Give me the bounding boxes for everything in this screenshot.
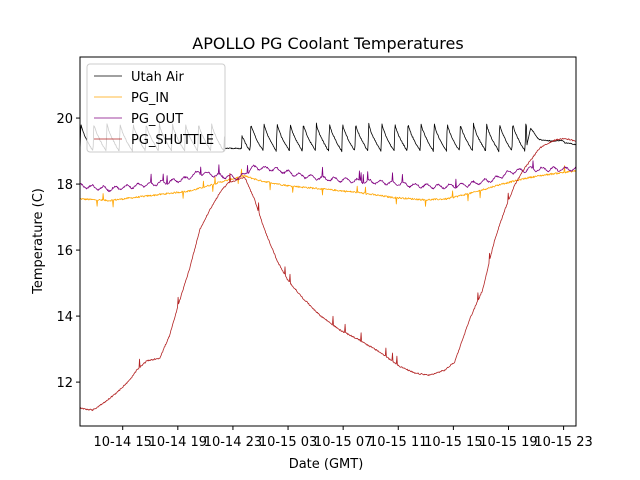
y-tick-label: 14 bbox=[56, 310, 73, 325]
x-tick-label: 10-15 07 bbox=[314, 435, 372, 450]
y-tick-label: 12 bbox=[56, 376, 73, 391]
chart-title: APOLLO PG Coolant Temperatures bbox=[192, 34, 463, 53]
axes-frame bbox=[79, 56, 577, 427]
y-axis-label: Temperature (C) bbox=[31, 188, 46, 295]
legend-label: PG_SHUTTLE bbox=[131, 133, 214, 148]
x-tick-label: 10-15 23 bbox=[534, 435, 592, 450]
x-axis-label: Date (GMT) bbox=[289, 457, 364, 472]
y-axis: 12 14 16 18 20 bbox=[56, 112, 80, 391]
y-tick-label: 20 bbox=[56, 112, 73, 127]
x-tick-label: 10-14 19 bbox=[149, 435, 207, 450]
x-tick-label: 10-15 19 bbox=[479, 435, 537, 450]
legend-label: Utah Air bbox=[131, 70, 184, 85]
x-tick-label: 10-15 03 bbox=[259, 435, 317, 450]
x-tick-label: 10-14 23 bbox=[204, 435, 262, 450]
series-line-pg-shuttle bbox=[80, 137, 576, 412]
y-tick-label: 18 bbox=[56, 178, 73, 193]
x-tick-label: 10-15 11 bbox=[369, 435, 427, 450]
legend: Utah Air PG_IN PG_OUT PG_SHUTTLE bbox=[86, 63, 226, 153]
legend-label: PG_OUT bbox=[131, 112, 183, 127]
series-line-pg-out bbox=[80, 160, 576, 193]
series-line-pg-in bbox=[80, 165, 576, 208]
x-tick-label: 10-15 15 bbox=[424, 435, 482, 450]
x-tick-label: 10-14 15 bbox=[93, 435, 151, 450]
legend-box bbox=[86, 63, 226, 153]
legend-label: PG_IN bbox=[131, 91, 169, 106]
y-tick-label: 16 bbox=[56, 244, 73, 259]
